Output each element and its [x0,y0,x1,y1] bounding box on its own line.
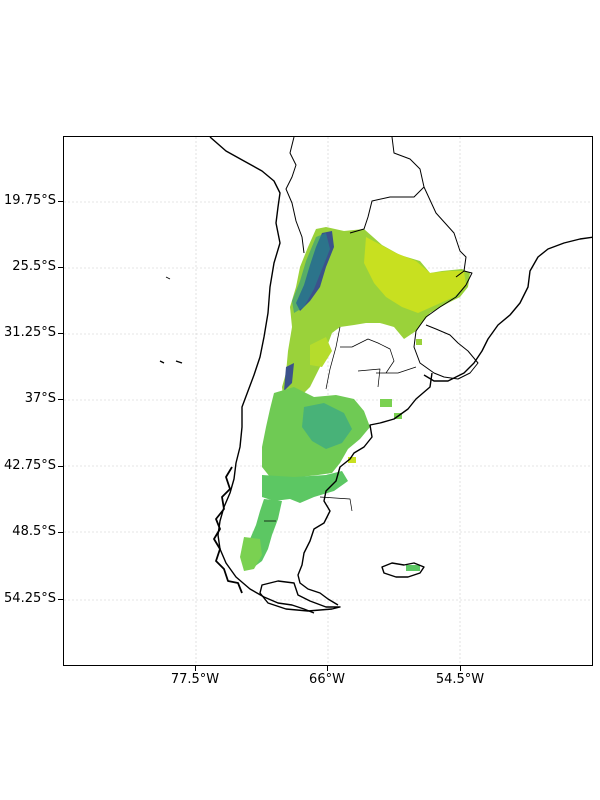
coast-islet-3 [165,276,171,280]
border-north-andes [285,137,305,254]
x-tick-label-2: 66°W [309,672,345,687]
y-tick-label-3: 31.25°S [4,325,56,340]
border-bolivia [349,137,425,234]
x-tick-mark-2 [327,666,328,671]
border-paraguay [423,186,467,278]
x-tick-label-3: 54.5°W [435,672,485,687]
coastlines [159,137,592,614]
coast-atlantic [297,372,433,606]
x-tick-label-1: 77.5°W [170,672,220,687]
coast-tierra-del-fuego [259,580,341,612]
y-tick-label-4: 37°S [24,391,56,406]
y-tick-label-2: 25.5°S [12,259,56,274]
y-tick-mark-5 [58,466,63,467]
y-tick-mark-3 [58,333,63,334]
x-tick-mark-3 [460,666,461,671]
raster-patch-4 [416,339,422,345]
y-tick-mark-6 [58,532,63,533]
y-tick-label-1: 19.75°S [4,193,56,208]
raster-patch-falklands [406,565,420,571]
y-tick-mark-4 [58,399,63,400]
y-tick-mark-2 [58,267,63,268]
map-frame [63,136,593,666]
coast-archipelago [213,466,243,594]
raster-patagonia-tip [240,537,262,571]
x-tick-mark-1 [195,666,196,671]
border-uruguay [413,324,479,380]
raster-patagonia-n [262,471,348,503]
coast-islet-2 [175,360,183,364]
coast-islet-1 [159,360,165,364]
coast-brazil [423,236,592,382]
raster-patch-1 [348,457,356,463]
raster-low-center [284,363,294,391]
raster-center-teal [302,403,352,449]
y-tick-mark-1 [58,201,63,202]
raster-patch-2 [380,399,392,407]
coast-falklands [381,562,425,578]
map-canvas [64,137,592,665]
border-brazil-argentina [415,270,473,332]
coast-pacific [209,137,315,614]
raster-high-ne [364,237,466,313]
y-tick-mark-7 [58,599,63,600]
border-provinces [264,326,417,522]
raster-high-center [310,337,332,367]
raster-teal-andes [292,233,330,313]
y-tick-label-5: 42.75°S [4,458,56,473]
data-raster [240,227,470,571]
y-tick-label-7: 54.25°S [4,591,56,606]
y-tick-label-6: 48.5°S [12,524,56,539]
